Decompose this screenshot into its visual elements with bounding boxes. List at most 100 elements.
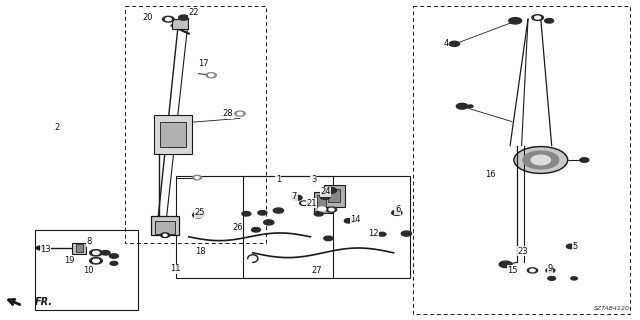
Circle shape [258, 211, 267, 215]
Circle shape [252, 228, 260, 232]
Text: 14: 14 [350, 215, 360, 224]
Text: 13: 13 [40, 245, 51, 254]
Text: 16: 16 [485, 170, 496, 179]
Circle shape [530, 269, 535, 272]
Text: 19: 19 [64, 256, 74, 265]
Text: 4: 4 [444, 39, 449, 48]
Bar [243, 176, 410, 278]
Circle shape [548, 276, 556, 280]
Text: 6: 6 [395, 205, 400, 214]
Bar [176, 176, 333, 278]
Text: 17: 17 [198, 60, 209, 68]
Bar [413, 6, 630, 314]
Circle shape [235, 111, 245, 116]
Circle shape [300, 201, 308, 205]
Circle shape [318, 207, 326, 211]
Circle shape [193, 175, 202, 180]
Circle shape [566, 244, 575, 249]
Circle shape [378, 232, 386, 236]
Circle shape [535, 16, 540, 19]
Circle shape [101, 251, 110, 255]
Circle shape [163, 234, 167, 236]
Circle shape [195, 177, 199, 179]
Bar [72, 243, 86, 254]
Text: 8: 8 [86, 237, 92, 246]
Circle shape [401, 231, 412, 236]
Bar [160, 122, 186, 147]
Text: 5: 5 [573, 242, 578, 251]
Circle shape [90, 258, 102, 264]
Circle shape [531, 155, 550, 165]
Bar [154, 115, 192, 154]
Bar [172, 19, 188, 29]
Circle shape [468, 105, 473, 108]
Text: 22: 22 [189, 8, 199, 17]
Circle shape [527, 268, 538, 273]
Text: 10: 10 [83, 266, 93, 275]
Circle shape [179, 15, 189, 20]
Circle shape [110, 261, 118, 265]
Circle shape [523, 151, 559, 169]
Text: SZTAB4120: SZTAB4120 [595, 306, 630, 311]
Circle shape [344, 219, 353, 223]
Circle shape [206, 73, 216, 78]
Circle shape [580, 158, 589, 162]
Circle shape [161, 233, 170, 237]
Circle shape [499, 261, 512, 268]
Circle shape [324, 236, 333, 241]
Bar [76, 244, 83, 252]
Bar [328, 189, 340, 202]
Circle shape [242, 212, 251, 216]
Bar [125, 6, 266, 243]
Circle shape [163, 16, 174, 22]
Circle shape [514, 147, 568, 173]
Circle shape [392, 210, 402, 215]
Text: 15: 15 [508, 266, 518, 275]
Bar [314, 192, 332, 213]
Circle shape [193, 212, 204, 218]
Text: 27: 27 [312, 266, 322, 275]
Circle shape [209, 74, 214, 76]
Circle shape [264, 220, 274, 225]
Bar [317, 195, 326, 208]
Circle shape [292, 195, 302, 200]
Circle shape [456, 103, 468, 109]
Circle shape [546, 268, 555, 273]
Circle shape [509, 18, 522, 24]
Text: 20: 20 [142, 13, 152, 22]
Circle shape [314, 212, 323, 216]
Circle shape [237, 112, 243, 115]
Circle shape [571, 277, 577, 280]
Circle shape [532, 15, 543, 20]
Circle shape [165, 18, 172, 20]
Circle shape [90, 250, 102, 256]
Text: 11: 11 [170, 264, 180, 273]
Text: 12: 12 [368, 229, 378, 238]
Text: 18: 18 [195, 247, 206, 256]
Circle shape [325, 188, 337, 193]
Circle shape [109, 254, 118, 258]
Circle shape [93, 259, 99, 262]
Text: 2: 2 [54, 124, 60, 132]
Text: 1: 1 [276, 175, 281, 184]
Circle shape [320, 194, 330, 199]
Text: 7: 7 [292, 192, 297, 201]
Circle shape [329, 208, 334, 211]
Text: 28: 28 [223, 109, 234, 118]
Text: FR.: FR. [35, 297, 53, 308]
Text: 24: 24 [320, 188, 330, 196]
Bar [324, 185, 345, 207]
Circle shape [545, 19, 554, 23]
Text: 26: 26 [232, 223, 243, 232]
Circle shape [326, 207, 337, 212]
Circle shape [93, 251, 99, 254]
Circle shape [273, 208, 284, 213]
Bar [155, 221, 175, 234]
Text: 3: 3 [311, 175, 316, 184]
Bar [35, 230, 138, 310]
Circle shape [449, 41, 460, 46]
Circle shape [302, 202, 307, 204]
Bar [151, 216, 179, 235]
Circle shape [36, 246, 44, 250]
Text: 23: 23 [517, 247, 528, 256]
